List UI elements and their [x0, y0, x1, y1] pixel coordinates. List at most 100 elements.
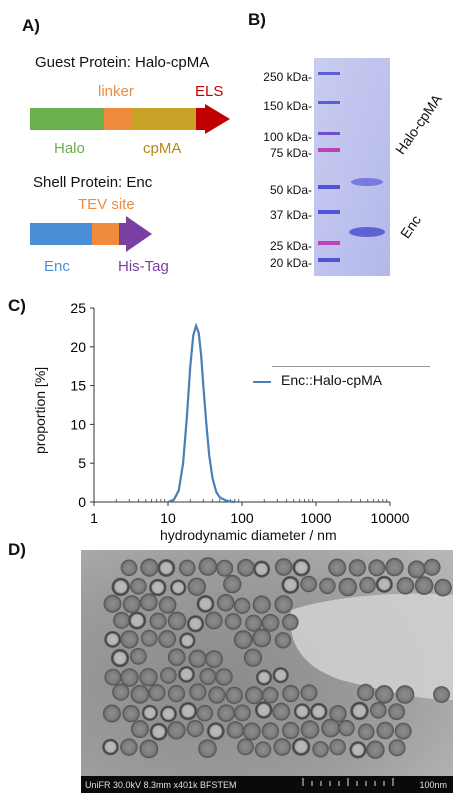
shell-construct-diagram: [30, 216, 152, 252]
filled-capsid: [254, 741, 272, 758]
els-label: ELS: [195, 83, 224, 100]
filled-capsid: [198, 739, 217, 758]
filled-capsid: [167, 648, 186, 666]
filled-capsid: [104, 668, 122, 686]
filled-capsid: [300, 575, 317, 593]
cpma-segment: [131, 108, 197, 130]
panel-a-label: A): [22, 16, 40, 35]
enc-band: [349, 227, 385, 237]
filled-capsid: [242, 722, 261, 741]
filled-capsid: [274, 558, 293, 576]
els-arrow: [196, 104, 230, 134]
filled-capsid: [225, 686, 243, 704]
filled-capsid: [329, 738, 346, 756]
x-tick-label: 10: [160, 510, 176, 526]
halo-segment: [30, 108, 104, 130]
halo-cpma-band: [351, 178, 383, 186]
filled-capsid: [198, 557, 218, 576]
filled-capsid: [348, 559, 366, 577]
y-tick-label: 20: [70, 339, 86, 355]
empty-capsid: [141, 704, 159, 721]
x-tick-label: 1: [90, 510, 98, 526]
filled-capsid: [394, 722, 412, 740]
filled-capsid: [328, 558, 347, 577]
y-tick-label: 0: [78, 494, 86, 510]
filled-capsid: [186, 720, 204, 738]
filled-capsid: [223, 574, 242, 594]
filled-capsid: [423, 558, 441, 576]
filled-capsid: [217, 704, 235, 722]
legend-rule: [272, 366, 430, 367]
filled-capsid: [252, 595, 271, 614]
filled-capsid: [385, 557, 404, 577]
filled-capsid: [274, 632, 292, 649]
empty-capsid: [178, 701, 198, 721]
enc-segment: [30, 223, 92, 245]
filled-capsid: [139, 668, 158, 687]
empty-capsid: [127, 611, 147, 630]
x-tick-label: 1000: [300, 510, 331, 526]
micrograph-info-text: UniFR 30.0kV 8.3mm x401k BFSTEM: [85, 780, 237, 790]
ladder-label: 150 kDa-: [263, 99, 312, 113]
filled-capsid: [120, 668, 139, 687]
gel-band-halo-label: Halo-cpMA: [392, 91, 445, 158]
ladder-label: 37 kDa-: [269, 208, 312, 222]
y-tick-label: 10: [70, 416, 86, 432]
y-tick-label: 15: [70, 378, 86, 394]
x-tick-label: 100: [230, 510, 254, 526]
filled-capsid: [167, 685, 185, 703]
filled-capsid: [158, 596, 177, 614]
filled-capsid: [272, 702, 291, 721]
empty-capsid: [272, 667, 289, 684]
filled-capsid: [396, 577, 415, 595]
series-line: [167, 322, 235, 504]
panel-b-label: B): [248, 10, 266, 29]
ladder-band: [318, 241, 340, 245]
filled-capsid: [233, 597, 251, 614]
cpma-label: cpMA: [143, 140, 182, 157]
sds-gel: [314, 58, 390, 276]
panel-d-label: D): [8, 540, 26, 559]
filled-capsid: [216, 559, 234, 577]
filled-capsid: [189, 683, 207, 701]
empty-capsid: [281, 575, 300, 594]
filled-capsid: [160, 667, 177, 684]
empty-capsid: [157, 559, 176, 577]
panel-c-label: C): [8, 296, 26, 315]
empty-capsid: [375, 575, 393, 593]
filled-capsid: [357, 683, 375, 701]
filled-capsid: [237, 738, 254, 756]
filled-capsid: [282, 721, 300, 740]
filled-capsid: [329, 705, 347, 723]
filled-capsid: [188, 649, 207, 668]
gel-band-enc-label: Enc: [397, 212, 424, 242]
gel-background: [314, 58, 390, 276]
filled-capsid: [130, 647, 147, 665]
ladder-label: 20 kDa-: [269, 256, 312, 270]
empty-capsid: [170, 579, 187, 596]
filled-capsid: [215, 668, 233, 686]
x-axis-label: hydrodynamic diameter / nm: [160, 527, 337, 543]
empty-capsid: [255, 669, 273, 686]
filled-capsid: [273, 738, 291, 756]
filled-capsid: [261, 613, 280, 632]
y-tick-label: 25: [70, 300, 86, 316]
ladder-label: 250 kDa-: [263, 70, 312, 84]
filled-capsid: [140, 558, 159, 577]
tem-micrograph: UniFR 30.0kV 8.3mm x401k BFSTEM 100nm: [81, 550, 453, 793]
filled-capsid: [321, 718, 341, 738]
empty-capsid: [110, 648, 130, 668]
filled-capsid: [122, 595, 141, 614]
filled-capsid: [148, 684, 166, 702]
empty-capsid: [350, 701, 369, 721]
dls-chart: 0 5 10 15 20 25 1 10 100 1000 10000: [70, 300, 409, 526]
filled-capsid: [149, 612, 167, 630]
ladder-band: [318, 210, 340, 214]
filled-capsid: [433, 686, 450, 703]
ladder-label: 50 kDa-: [269, 183, 312, 197]
ladder-label: 75 kDa-: [269, 146, 312, 160]
empty-capsid: [104, 630, 122, 648]
filled-capsid: [199, 668, 217, 685]
ladder-band: [318, 148, 340, 152]
empty-capsid: [186, 615, 205, 633]
